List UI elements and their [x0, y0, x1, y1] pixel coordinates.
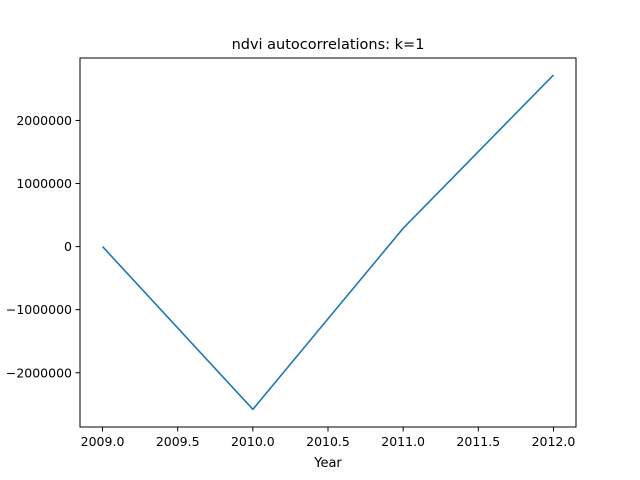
y-tick-label: −2000000: [6, 365, 72, 380]
x-tick-label: 2011.0: [381, 434, 425, 449]
x-tick-label: 2010.0: [231, 434, 275, 449]
y-axis: −2000000 −1000000 0 1000000 2000000: [6, 113, 80, 380]
x-tick-label: 2009.5: [156, 434, 200, 449]
y-tick-label: 1000000: [16, 176, 72, 191]
x-tick-label: 2010.5: [306, 434, 350, 449]
y-tick-label: 2000000: [16, 113, 72, 128]
y-tick-label: −1000000: [6, 302, 72, 317]
chart-title: ndvi autocorrelations: k=1: [232, 37, 425, 53]
y-tick-label: 0: [64, 239, 72, 254]
x-axis-label: Year: [313, 456, 342, 471]
x-tick-label: 2009.0: [81, 434, 125, 449]
x-tick-label: 2012.0: [532, 434, 576, 449]
x-axis: 2009.0 2009.5 2010.0 2010.5 2011.0 2011.5 2012…: [81, 427, 576, 449]
x-tick-label: 2011.5: [456, 434, 500, 449]
series-line: [101, 74, 555, 411]
plot-area: [79, 57, 577, 428]
plot-frame: [79, 57, 577, 428]
